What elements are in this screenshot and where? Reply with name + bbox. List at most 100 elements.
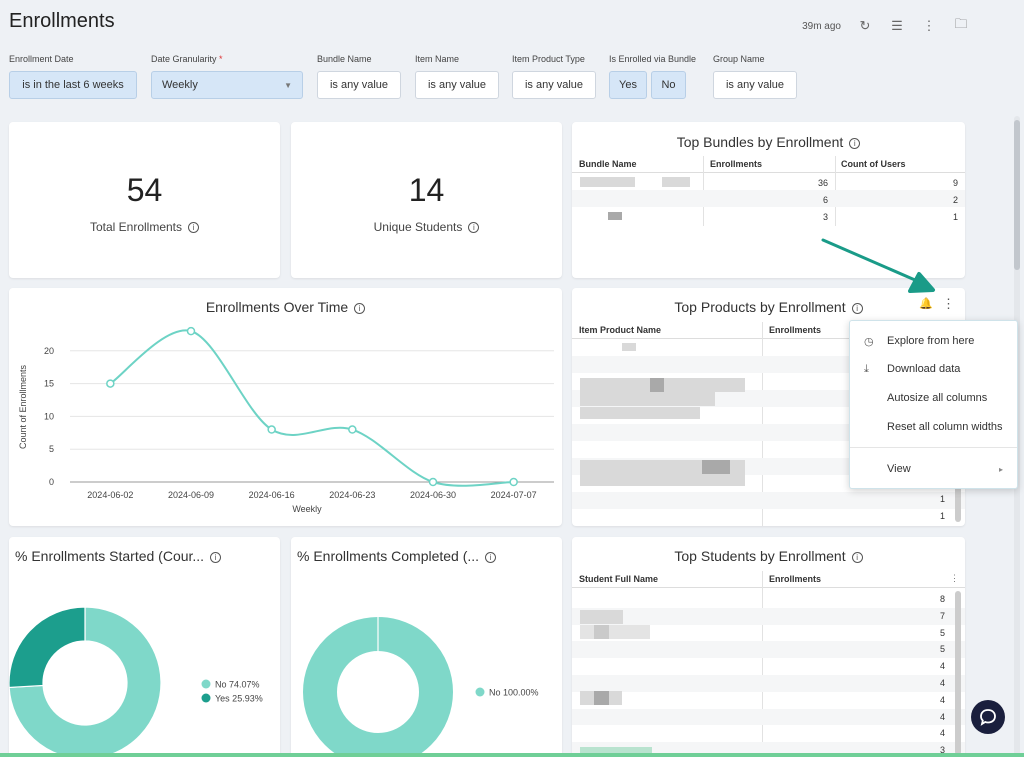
- menu-item-view[interactable]: View ▸: [887, 463, 1003, 475]
- bell-icon[interactable]: 🔔: [919, 298, 933, 310]
- data-point[interactable]: [509, 477, 518, 487]
- table-cell: 1: [939, 511, 945, 521]
- info-icon[interactable]: i: [210, 551, 222, 563]
- chevron-down-icon: ▼: [284, 80, 292, 90]
- bottom-accent-bar: [0, 753, 1024, 757]
- redacted-text: [650, 378, 664, 392]
- x-tick-label: 2024-06-16: [249, 490, 295, 500]
- info-icon[interactable]: i: [851, 302, 863, 314]
- filter-label-bundle-name: Bundle Name: [317, 54, 372, 64]
- table-row: [572, 675, 965, 692]
- chat-button[interactable]: [971, 700, 1005, 734]
- filter-icon[interactable]: ☰: [891, 18, 903, 33]
- menu-item-autosize[interactable]: Autosize all columns: [887, 392, 988, 404]
- data-point[interactable]: [267, 425, 276, 434]
- info-icon[interactable]: i: [468, 222, 480, 234]
- compass-icon: ◷: [864, 335, 874, 348]
- refresh-icon[interactable]: ↻: [859, 18, 871, 33]
- table-cell: 4: [939, 678, 945, 688]
- pie-slice[interactable]: [303, 617, 453, 757]
- filter-item-product-type[interactable]: is any value: [512, 71, 596, 99]
- table-cell: 1: [939, 494, 945, 504]
- redacted-text: [580, 392, 715, 406]
- enrollments-started-card: % Enrollments Started (Cour... i No 74.07…: [9, 537, 280, 757]
- legend-swatch: [201, 679, 211, 689]
- filter-no-button[interactable]: No: [651, 71, 686, 99]
- table-scrollbar[interactable]: [955, 482, 961, 522]
- donut-chart: No 74.07% Yes 25.93%: [9, 606, 263, 757]
- redacted-text: [580, 474, 745, 486]
- x-tick-label: 2024-06-09: [168, 490, 214, 500]
- info-icon[interactable]: i: [851, 551, 863, 563]
- column-header[interactable]: Bundle Name: [579, 159, 637, 169]
- filter-item-name[interactable]: is any value: [415, 71, 499, 99]
- kpi-total-enrollments: 54 Total Enrollments i: [9, 122, 280, 278]
- table-scrollbar[interactable]: [955, 591, 961, 755]
- redacted-text: [702, 460, 730, 474]
- column-header[interactable]: Item Product Name: [579, 325, 662, 335]
- more-vertical-icon[interactable]: ⋮: [922, 18, 936, 33]
- card-title: Top Students by Enrollment i: [572, 548, 965, 564]
- legend-label: No 74.07%: [215, 680, 260, 690]
- pie-slice[interactable]: [9, 606, 162, 757]
- menu-item-reset-widths[interactable]: Reset all column widths: [887, 421, 1003, 433]
- column-header[interactable]: Enrollments: [710, 159, 763, 169]
- info-icon[interactable]: i: [188, 222, 200, 234]
- redacted-text: [622, 343, 636, 351]
- info-icon[interactable]: i: [485, 551, 497, 563]
- filter-label-date-granularity: Date Granularity *: [151, 54, 223, 64]
- filter-group-name[interactable]: is any value: [713, 71, 797, 99]
- filter-label-enrollment-date: Enrollment Date: [9, 54, 74, 64]
- filter-yes-button[interactable]: Yes: [609, 71, 647, 99]
- table-cell: 5: [939, 627, 945, 638]
- pie-slice[interactable]: [9, 606, 86, 689]
- card-title: Enrollments Over Time i: [9, 299, 562, 315]
- column-header[interactable]: Enrollments: [769, 325, 822, 335]
- y-tick-label: 0: [49, 477, 54, 487]
- folder-icon[interactable]: 🗀: [954, 16, 968, 31]
- data-point[interactable]: [428, 477, 438, 487]
- card-title: Top Products by Enrollment i: [572, 299, 965, 315]
- x-tick-label: 2024-06-02: [87, 490, 133, 500]
- table-cell: 8: [939, 594, 945, 604]
- legend-label: No 100.00%: [489, 688, 539, 698]
- x-tick-label: 2024-06-23: [329, 490, 375, 500]
- data-point[interactable]: [106, 379, 115, 388]
- y-tick-label: 10: [44, 411, 54, 421]
- info-icon[interactable]: i: [849, 137, 861, 149]
- redacted-text: [580, 610, 623, 624]
- menu-item-download[interactable]: ⤓ Download data: [864, 362, 961, 376]
- donut-chart: No 100.00%: [303, 617, 539, 757]
- last-updated-text: 39m ago: [802, 20, 841, 32]
- info-icon[interactable]: i: [354, 302, 366, 314]
- x-tick-label: 2024-06-30: [410, 490, 456, 500]
- card-title: Top Bundles by Enrollment i: [572, 134, 965, 150]
- filter-date-granularity[interactable]: Weekly ▼: [151, 71, 303, 99]
- redacted-text: [580, 747, 652, 755]
- page-scrollbar-thumb[interactable]: [1014, 120, 1020, 270]
- column-header[interactable]: Enrollments: [769, 574, 822, 584]
- redacted-text: [580, 407, 700, 419]
- menu-item-explore[interactable]: ◷ Explore from here: [864, 335, 975, 348]
- filter-bundle-name[interactable]: is any value: [317, 71, 401, 99]
- redacted-text: [662, 177, 690, 187]
- table-cell: 4: [939, 711, 945, 722]
- more-vertical-icon[interactable]: ⋮: [950, 573, 959, 583]
- kpi-value: 14: [408, 172, 445, 208]
- chevron-right-icon: ▸: [998, 464, 1003, 474]
- table-cell: 5: [939, 644, 945, 655]
- page-title: Enrollments: [9, 10, 115, 32]
- more-vertical-icon[interactable]: ⋮: [942, 296, 955, 311]
- kpi-label: Total Enrollments i: [9, 220, 280, 234]
- top-students-card: Top Students by Enrollment i Student Full…: [572, 537, 965, 757]
- data-point[interactable]: [348, 425, 357, 434]
- table-cell: 4: [939, 661, 945, 672]
- table-cell: 1: [952, 212, 958, 222]
- filter-enrollment-date[interactable]: is in the last 6 weeks: [9, 71, 137, 99]
- legend-swatch: [475, 687, 485, 697]
- column-header[interactable]: Count of Users: [841, 159, 906, 169]
- column-header[interactable]: Student Full Name: [579, 574, 659, 584]
- data-point[interactable]: [186, 326, 196, 336]
- card-title: % Enrollments Completed (... i: [297, 548, 562, 564]
- series-line: [109, 329, 514, 487]
